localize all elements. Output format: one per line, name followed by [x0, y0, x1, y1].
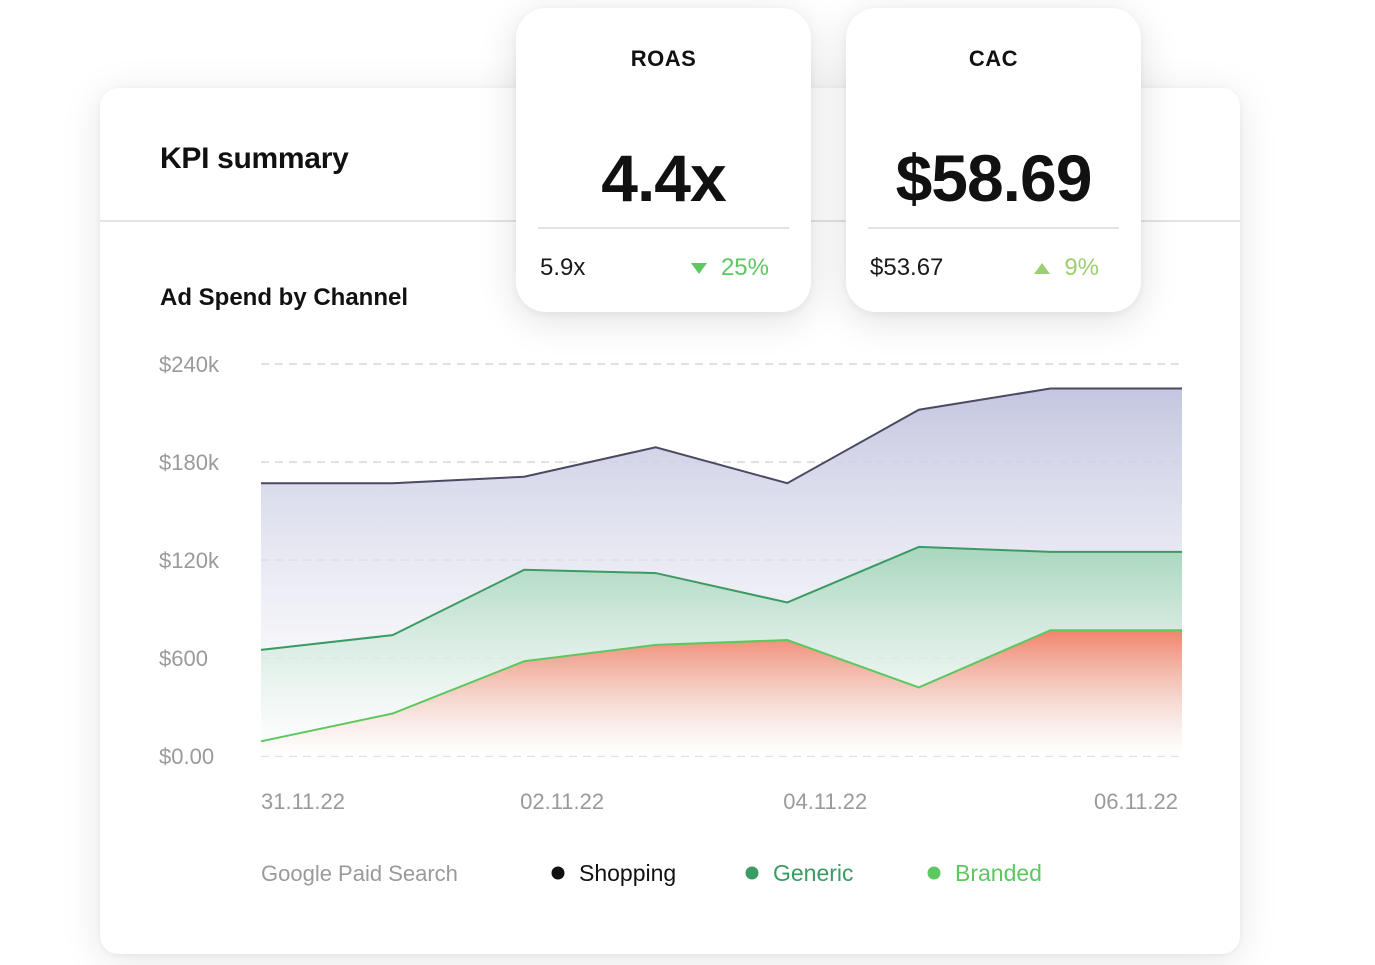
triangle-up-icon	[1034, 262, 1051, 274]
x-tick-label: 02.11.22	[520, 789, 604, 814]
legend-dot-branded	[927, 866, 941, 880]
cac-card: CAC $58.69 $53.67 9%	[846, 8, 1141, 312]
series-line-generic	[260, 545, 1182, 651]
roas-label: ROAS	[630, 46, 697, 71]
triangle-down-icon	[690, 262, 707, 274]
roas-divider	[538, 227, 789, 229]
x-tick-label: 31.11.22	[261, 789, 345, 814]
cac-value: $58.69	[895, 141, 1093, 215]
roas-change-value: 25%	[720, 254, 769, 281]
legend-label-shopping: Shopping	[579, 860, 676, 886]
y-tick-label: $0.00	[159, 744, 214, 769]
roas-value: 4.4x	[601, 141, 726, 215]
legend-dot-generic	[745, 866, 759, 880]
series-line-shopping	[261, 387, 1182, 485]
cac-previous-value: $53.67	[870, 254, 944, 281]
cac-change: 9%	[1034, 254, 1099, 282]
chart-title: Ad Spend by Channel	[160, 284, 409, 311]
y-tick-label: $600	[159, 646, 208, 671]
y-tick-label: $240k	[159, 352, 220, 377]
cac-divider	[868, 227, 1119, 229]
legend-dot-shopping	[551, 866, 565, 880]
roas-change: 25%	[690, 254, 769, 282]
series-line-branded	[260, 629, 1182, 743]
legend-label-generic: Generic	[773, 860, 854, 886]
cac-change-value: 9%	[1064, 254, 1099, 281]
y-tick-label: $180k	[159, 450, 220, 475]
roas-previous-value: 5.9x	[540, 254, 586, 281]
y-tick-label: $120k	[159, 548, 220, 573]
page-title: KPI summary	[160, 142, 349, 175]
cac-label: CAC	[968, 46, 1019, 71]
roas-card: ROAS 4.4x 5.9x 25%	[516, 8, 811, 312]
x-tick-label: 04.11.22	[783, 789, 867, 814]
legend-label-branded: Branded	[955, 860, 1042, 886]
area-branded	[261, 630, 1182, 756]
x-tick-label: 06.11.22	[1094, 789, 1178, 814]
legend-title: Google Paid Search	[261, 861, 458, 886]
